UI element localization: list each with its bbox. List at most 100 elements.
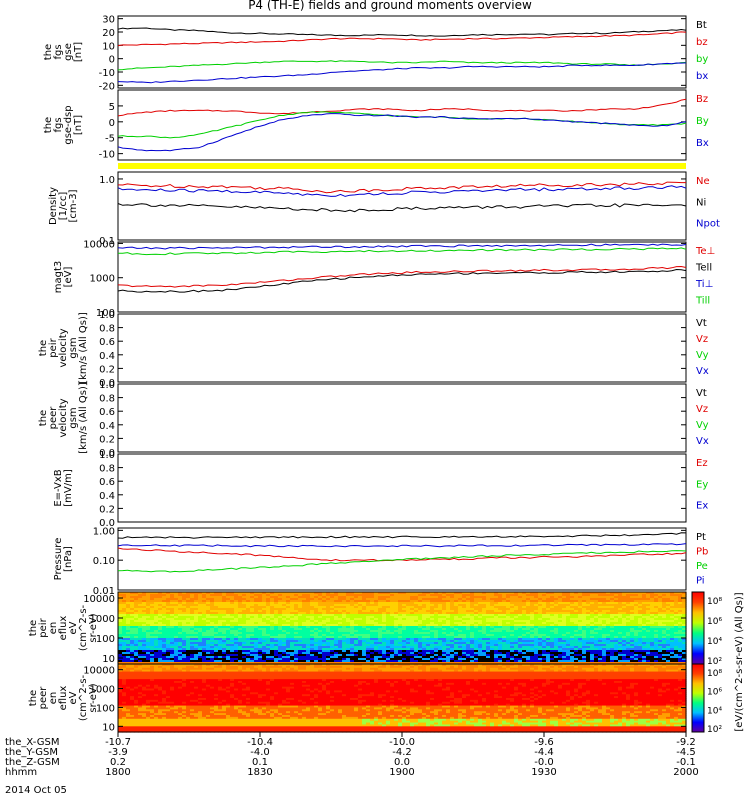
series-line-bx	[117, 62, 687, 84]
y-axis-label: the	[43, 117, 54, 133]
yellow-band	[118, 163, 686, 169]
y-axis-label: peir	[38, 617, 49, 637]
y-tick-label: 0.4	[99, 351, 115, 362]
y-axis-label: gse	[63, 43, 74, 61]
legend-bz: bz	[696, 37, 708, 48]
panel-frame-3	[117, 241, 687, 313]
x-axis-value: 1800	[105, 767, 130, 778]
y-tick-label: -10	[99, 68, 115, 79]
series-line-Tell	[117, 268, 687, 293]
legend-Ti⊥: Ti⊥	[695, 279, 713, 290]
y-tick-label: 1.0	[99, 380, 115, 391]
series-line-Te⊥	[117, 265, 687, 288]
colorbar-tick-label: 10⁶	[707, 617, 722, 627]
y-tick-label: 1.0	[99, 175, 115, 186]
y-axis-label: [km/s (All Qs)]	[78, 312, 89, 384]
series-line-Bz	[117, 98, 687, 117]
series-line-Pe	[117, 550, 687, 573]
y-axis-label: sr-eV)	[88, 613, 99, 642]
y-tick-label: 0.0	[99, 378, 115, 389]
y-axis-label: Density	[48, 187, 59, 225]
y-axis-label: eV	[68, 691, 79, 704]
x-axis-value: -9.2	[676, 737, 696, 748]
y-tick-label: 10	[102, 722, 115, 733]
legend-Npot: Npot	[696, 219, 720, 230]
plot-title: P4 (TH-E) fields and ground moments over…	[248, 0, 532, 12]
y-axis-label: gse-dsp	[63, 105, 74, 144]
x-axis-value: -10.7	[105, 737, 131, 748]
y-tick-label: 0.2	[99, 504, 115, 515]
legend-Vz: Vz	[696, 404, 708, 415]
legend-Ex: Ex	[696, 501, 708, 512]
y-axis-label: peer	[48, 406, 59, 430]
legend-Ez: Ez	[696, 458, 708, 469]
colorbar-tick-label: 10⁸	[707, 669, 722, 679]
panel-frame-5	[117, 383, 687, 453]
legend-Pt: Pt	[696, 532, 706, 543]
legend-Vt: Vt	[696, 388, 707, 399]
series-line-Ti⊥	[117, 243, 687, 250]
y-axis-label: velocity	[58, 398, 69, 437]
x-axis-value: -0.0	[534, 757, 554, 768]
legend-Ni: Ni	[696, 197, 706, 208]
y-tick-label: 0.8	[99, 324, 115, 335]
series-line-Ne	[117, 181, 686, 194]
y-tick-label: 1.0	[99, 450, 115, 461]
series-line-Bt	[117, 27, 687, 37]
series-line-Bx	[117, 113, 687, 152]
y-axis-label: [km/s (All Qs)]	[78, 382, 89, 454]
y-tick-label: 0	[109, 118, 115, 129]
y-tick-label: 0	[109, 55, 115, 66]
y-axis-label: (cm^2-s-	[78, 674, 89, 721]
y-tick-label: 10	[102, 654, 115, 665]
colorbar-0	[691, 591, 705, 665]
y-axis-label: the	[38, 410, 49, 426]
y-axis-label: [mV/m]	[63, 469, 74, 507]
y-tick-label: 10	[102, 41, 115, 52]
colorbar-1	[691, 663, 705, 733]
legend-Pi: Pi	[696, 576, 705, 587]
y-axis-label: (cm^2-s-	[78, 604, 89, 651]
colorbar-tick-label: 10⁶	[707, 688, 722, 698]
colorbar-tick-label: 10⁸	[707, 597, 722, 607]
y-axis-label: eflux	[58, 686, 69, 711]
y-tick-label: 1.0	[99, 310, 115, 321]
legend-bx: bx	[696, 71, 708, 82]
series-line-Till	[117, 247, 687, 256]
legend-Vy: Vy	[696, 350, 709, 361]
y-tick-label: 0.4	[99, 491, 115, 502]
colorbar-tick-label: 10²	[707, 725, 722, 735]
x-axis-value: 0.0	[394, 757, 410, 768]
x-axis-value: -0.1	[676, 757, 696, 768]
y-axis-label: gsm	[68, 407, 79, 428]
series-line-bz	[117, 31, 687, 47]
x-axis-row-label: the_X-GSM	[5, 737, 59, 748]
y-tick-label: -20	[99, 81, 115, 92]
colorbar-label: [eV/(cm^2-s-sr-eV) (All Qs)]	[734, 592, 745, 731]
y-axis-label: peir	[48, 337, 59, 357]
legend-Vz: Vz	[696, 334, 708, 345]
y-axis-label: gsm	[68, 337, 79, 358]
x-axis-row-label: hhmm	[5, 767, 37, 778]
x-axis-value: 2000	[673, 767, 698, 778]
y-axis-label: the	[38, 340, 49, 356]
y-tick-label: 0.0	[99, 518, 115, 529]
y-axis-label: en	[48, 692, 59, 705]
y-axis-label: [nT]	[73, 115, 84, 135]
y-axis-label: [1/cc]	[58, 192, 69, 221]
legend-Te⊥: Te⊥	[695, 246, 715, 257]
x-axis-value: -4.5	[676, 747, 696, 758]
y-tick-label: 0.6	[99, 337, 115, 348]
y-tick-label: 0.1	[99, 236, 115, 247]
y-tick-label: 1000	[90, 614, 115, 625]
y-axis-label: fgs	[53, 117, 64, 132]
series-line-Ni	[117, 203, 687, 213]
y-tick-label: 10000	[83, 594, 115, 605]
x-axis-value: -3.9	[108, 747, 128, 758]
y-axis-label: the	[43, 44, 54, 60]
legend-Bt: Bt	[696, 20, 707, 31]
legend-Pe: Pe	[696, 561, 708, 572]
y-axis-label: Pressure	[53, 538, 64, 581]
legend-Bx: Bx	[696, 138, 709, 149]
